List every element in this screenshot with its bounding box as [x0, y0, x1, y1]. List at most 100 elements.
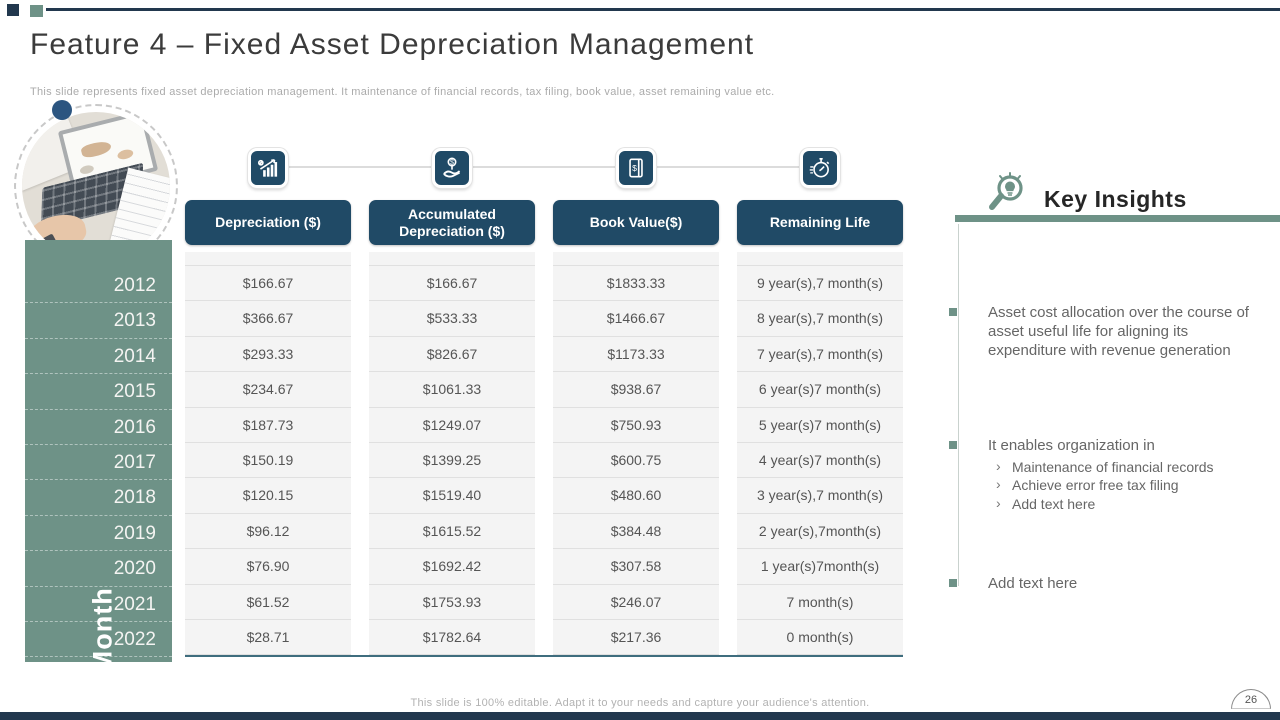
table-cell: $480.60 — [553, 478, 719, 514]
table-cell: $120.15 — [185, 478, 351, 514]
decor-square-green — [30, 5, 43, 17]
key-insights-vertical-line — [958, 224, 959, 586]
table-cell: $166.67 — [369, 266, 535, 302]
insight-item: Asset cost allocation over the course of… — [988, 303, 1252, 361]
footer-note: This slide is 100% editable. Adapt it to… — [410, 697, 870, 709]
table-row: $293.33 $826.67 $1173.33 7 year(s),7 month(… — [185, 336, 903, 373]
top-divider-line — [46, 8, 1280, 11]
photo-map-shape — [80, 139, 113, 160]
column-header-accumulated-depreciation: Accumulated Depreciation ($) — [369, 200, 535, 245]
photo-map-shape — [79, 164, 95, 176]
table-cell: $600.75 — [553, 442, 719, 479]
table-spacer-row — [185, 252, 903, 266]
table-cell: 9 year(s),7 month(s) — [737, 266, 903, 302]
table-cell: 2 year(s),7month(s) — [737, 513, 903, 550]
icon-connector-line — [268, 166, 820, 168]
insight-subitem: Add text here — [996, 494, 1252, 513]
table-cell: $826.67 — [369, 336, 535, 373]
insight-subitem: Achieve error free tax filing — [996, 475, 1252, 494]
table-cell: 4 year(s)7 month(s) — [737, 442, 903, 479]
year-label: 2017 — [25, 445, 172, 481]
table-cell: $366.67 — [185, 301, 351, 337]
year-label: 2019 — [25, 516, 172, 552]
slide-description: This slide represents fixed asset deprec… — [30, 86, 775, 98]
table-cell: $1466.67 — [553, 301, 719, 337]
table-cell — [369, 252, 535, 266]
table-cell: $150.19 — [185, 442, 351, 479]
table-cell: $1399.25 — [369, 442, 535, 479]
page-number-badge: 26 — [1231, 689, 1271, 709]
table-cell: $217.36 — [553, 619, 719, 656]
laptop-photo — [22, 112, 170, 260]
year-label: 2021 — [25, 587, 172, 622]
depreciation-table: $166.67 $166.67 $1833.33 9 year(s),7 month(… — [185, 252, 903, 658]
table-row: $150.19 $1399.25 $600.75 4 year(s)7 month(s… — [185, 442, 903, 479]
table-row: $166.67 $166.67 $1833.33 9 year(s),7 month(… — [185, 266, 903, 302]
decor-blue-dot — [52, 100, 72, 120]
table-row: $28.71 $1782.64 $217.36 0 month(s) — [185, 619, 903, 656]
year-list: 2012 2013 2014 2015 2016 2017 2018 2019 2020 2021… — [25, 268, 172, 658]
table-cell: $1061.33 — [369, 372, 535, 408]
key-insights-heading: Key Insights — [1044, 186, 1187, 212]
insight-bullet-square — [949, 579, 957, 587]
year-label: 2013 — [25, 303, 172, 339]
year-sidebar: Year / Month — [25, 240, 172, 720]
year-label: 2022 — [25, 622, 172, 658]
table-cell — [737, 252, 903, 266]
insight-text: It enables organization in — [988, 437, 1155, 454]
photo-map-shape — [116, 148, 135, 161]
table-cell: 6 year(s)7 month(s) — [737, 372, 903, 408]
table-cell: 7 year(s),7 month(s) — [737, 336, 903, 373]
table-cell: 1 year(s)7month(s) — [737, 549, 903, 585]
column-header-remaining-life: Remaining Life — [737, 200, 903, 245]
key-insights-underline-bar — [955, 215, 1280, 222]
table-cell — [553, 252, 719, 266]
year-label: 2015 — [25, 374, 172, 410]
year-label: 2020 — [25, 551, 172, 587]
table-row: $61.52 $1753.93 $246.07 7 month(s) — [185, 584, 903, 620]
table-cell: $28.71 — [185, 619, 351, 656]
table-cell: $234.67 — [185, 372, 351, 408]
decor-square-navy — [7, 4, 19, 16]
column-header-depreciation: Depreciation ($) — [185, 200, 351, 245]
table-row: $96.12 $1615.52 $384.48 2 year(s),7month(s) — [185, 513, 903, 550]
year-label: 2018 — [25, 480, 172, 516]
bottom-accent-bar — [0, 712, 1280, 720]
table-cell: $307.58 — [553, 549, 719, 585]
table-cell: $61.52 — [185, 584, 351, 620]
growth-chart-icon — [248, 148, 288, 188]
insight-item: Add text here — [988, 574, 1252, 593]
table-cell: 3 year(s),7 month(s) — [737, 478, 903, 514]
insight-sublist: Maintenance of financial recordsAchieve … — [988, 457, 1252, 513]
insight-bullet-square — [949, 441, 957, 449]
table-row: $76.90 $1692.42 $307.58 1 year(s)7month(s) — [185, 549, 903, 585]
insight-text: Asset cost allocation over the course of… — [988, 304, 1249, 360]
table-cell: $1833.33 — [553, 266, 719, 302]
insight-text: Add text here — [988, 575, 1078, 592]
insight-subitem: Maintenance of financial records — [996, 457, 1252, 476]
page-title: Feature 4 – Fixed Asset Depreciation Man… — [30, 28, 755, 61]
svg-text:$: $ — [632, 163, 637, 173]
column-header-book-value: Book Value($) — [553, 200, 719, 245]
table-cell: $533.33 — [369, 301, 535, 337]
table-cell: $166.67 — [185, 266, 351, 302]
table-cell: $246.07 — [553, 584, 719, 620]
table-cell: $293.33 — [185, 336, 351, 373]
key-insights-magnifier-bulb-icon — [989, 172, 1023, 210]
year-label: 2014 — [25, 339, 172, 375]
table-row: $120.15 $1519.40 $480.60 3 year(s),7 month(… — [185, 478, 903, 514]
table-cell: $1615.52 — [369, 513, 535, 550]
year-label: 2016 — [25, 410, 172, 445]
insight-item: It enables organization in Maintenance of… — [988, 436, 1252, 513]
table-cell: $187.73 — [185, 407, 351, 443]
table-cell: $750.93 — [553, 407, 719, 443]
table-row: $234.67 $1061.33 $938.67 6 year(s)7 month(s… — [185, 372, 903, 408]
table-row: $366.67 $533.33 $1466.67 8 year(s),7 month(… — [185, 301, 903, 337]
stopwatch-icon — [800, 148, 840, 188]
year-label: 2012 — [25, 268, 172, 304]
table-cell: $938.67 — [553, 372, 719, 408]
table-cell: $1173.33 — [553, 336, 719, 373]
table-cell: 8 year(s),7 month(s) — [737, 301, 903, 337]
table-cell: $1692.42 — [369, 549, 535, 585]
